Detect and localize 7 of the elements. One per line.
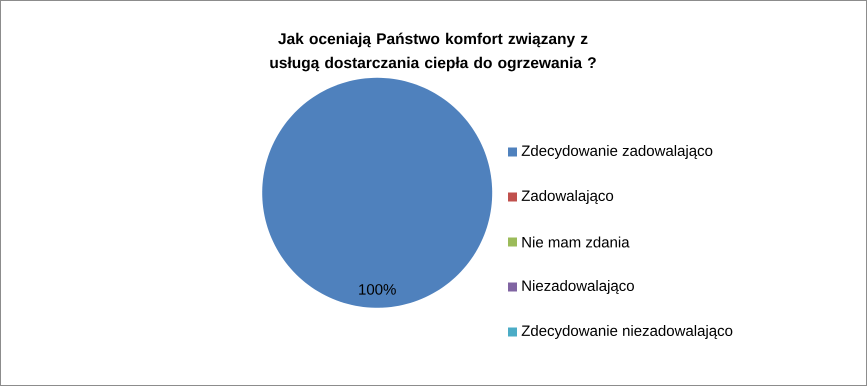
legend-label: Zdecydowanie niezadowalająco xyxy=(522,325,732,339)
legend-label: Niezadowalająco xyxy=(522,280,634,294)
chart-title: Jak oceniają Państwo komfort związany z usługą dostarczania ciepła do ogrzewania ? xyxy=(270,32,596,72)
legend-label: Nie mam zdania xyxy=(522,236,630,248)
legend-label: Zdecydowanie zadowalająco xyxy=(522,145,712,159)
legend-label: Zadowalająco xyxy=(522,190,614,204)
data-label: 100% xyxy=(359,284,396,295)
